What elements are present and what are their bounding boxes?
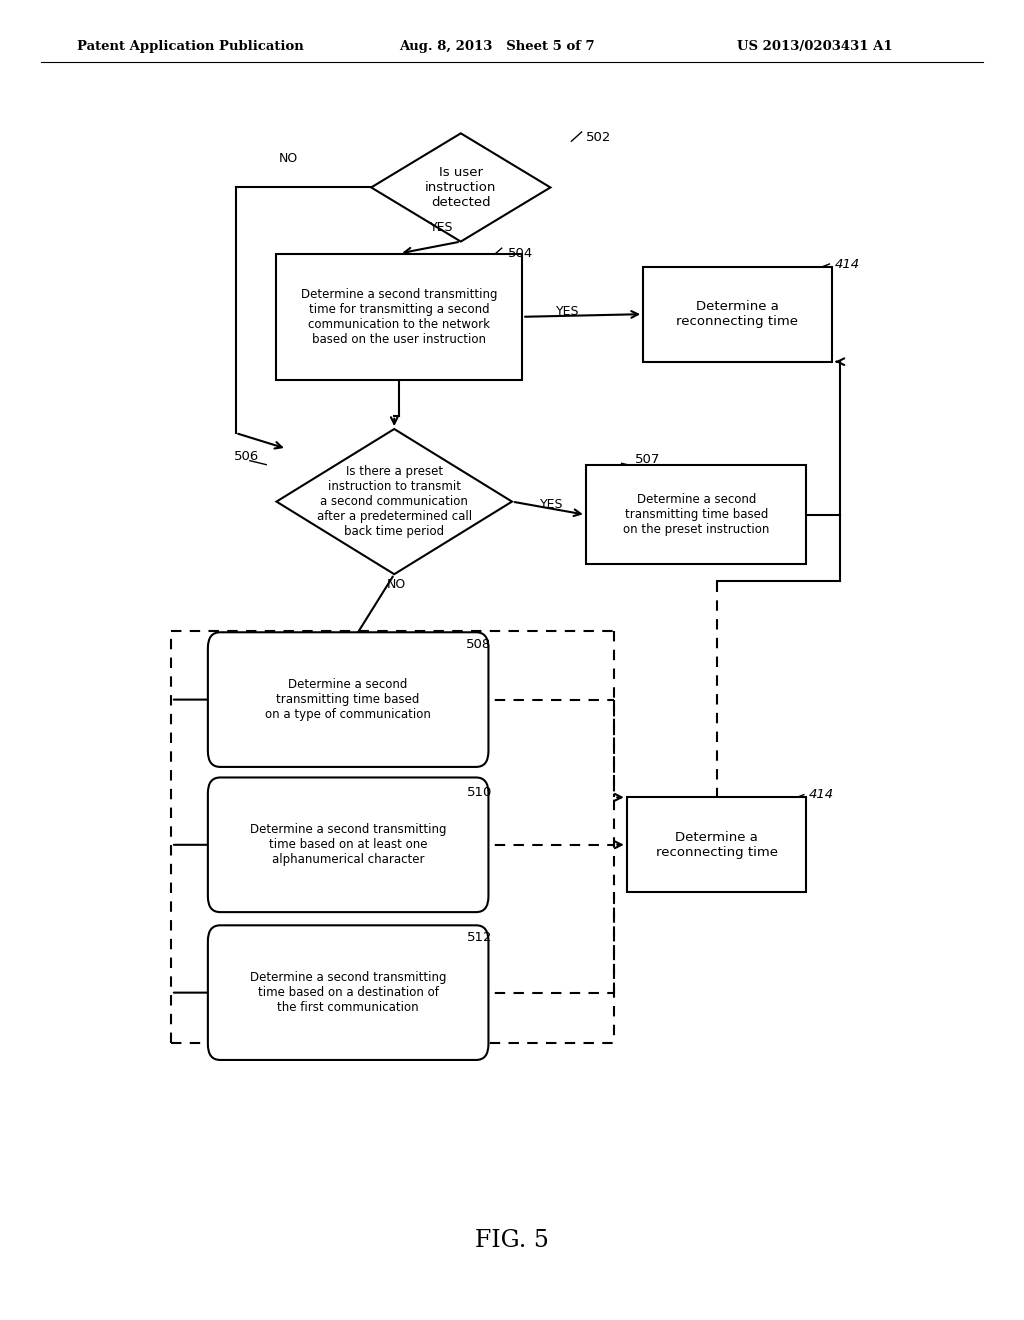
Text: Determine a second
transmitting time based
on a type of communication: Determine a second transmitting time bas… bbox=[265, 678, 431, 721]
Text: Determine a second transmitting
time based on at least one
alphanumerical charac: Determine a second transmitting time bas… bbox=[250, 824, 446, 866]
Text: Determine a second transmitting
time for transmitting a second
communication to : Determine a second transmitting time for… bbox=[301, 288, 498, 346]
Text: 512: 512 bbox=[467, 931, 493, 944]
Text: Determine a
reconnecting time: Determine a reconnecting time bbox=[655, 830, 778, 859]
FancyBboxPatch shape bbox=[208, 925, 488, 1060]
FancyBboxPatch shape bbox=[643, 267, 831, 362]
FancyBboxPatch shape bbox=[276, 253, 522, 380]
Text: YES: YES bbox=[540, 498, 563, 511]
Text: NO: NO bbox=[279, 152, 298, 165]
Text: FIG. 5: FIG. 5 bbox=[475, 1229, 549, 1253]
FancyBboxPatch shape bbox=[627, 797, 806, 892]
FancyBboxPatch shape bbox=[208, 777, 488, 912]
Text: 414: 414 bbox=[809, 788, 835, 801]
Text: Aug. 8, 2013   Sheet 5 of 7: Aug. 8, 2013 Sheet 5 of 7 bbox=[399, 40, 595, 53]
Text: Is user
instruction
detected: Is user instruction detected bbox=[425, 166, 497, 209]
Text: Determine a second
transmitting time based
on the preset instruction: Determine a second transmitting time bas… bbox=[624, 494, 769, 536]
Text: 414: 414 bbox=[835, 257, 860, 271]
Text: 502: 502 bbox=[586, 131, 611, 144]
Text: 504: 504 bbox=[508, 247, 534, 260]
Text: Is there a preset
instruction to transmit
a second communication
after a predete: Is there a preset instruction to transmi… bbox=[316, 465, 472, 539]
Text: NO: NO bbox=[387, 578, 407, 591]
Text: 508: 508 bbox=[466, 638, 492, 651]
Text: 510: 510 bbox=[467, 785, 493, 799]
FancyBboxPatch shape bbox=[208, 632, 488, 767]
Text: 506: 506 bbox=[233, 450, 259, 463]
Text: Determine a
reconnecting time: Determine a reconnecting time bbox=[676, 300, 799, 329]
FancyBboxPatch shape bbox=[586, 466, 807, 565]
Text: YES: YES bbox=[556, 305, 580, 318]
Text: Patent Application Publication: Patent Application Publication bbox=[77, 40, 303, 53]
Text: US 2013/0203431 A1: US 2013/0203431 A1 bbox=[737, 40, 893, 53]
Text: Determine a second transmitting
time based on a destination of
the first communi: Determine a second transmitting time bas… bbox=[250, 972, 446, 1014]
Text: YES: YES bbox=[430, 220, 454, 234]
Text: 507: 507 bbox=[635, 453, 660, 466]
